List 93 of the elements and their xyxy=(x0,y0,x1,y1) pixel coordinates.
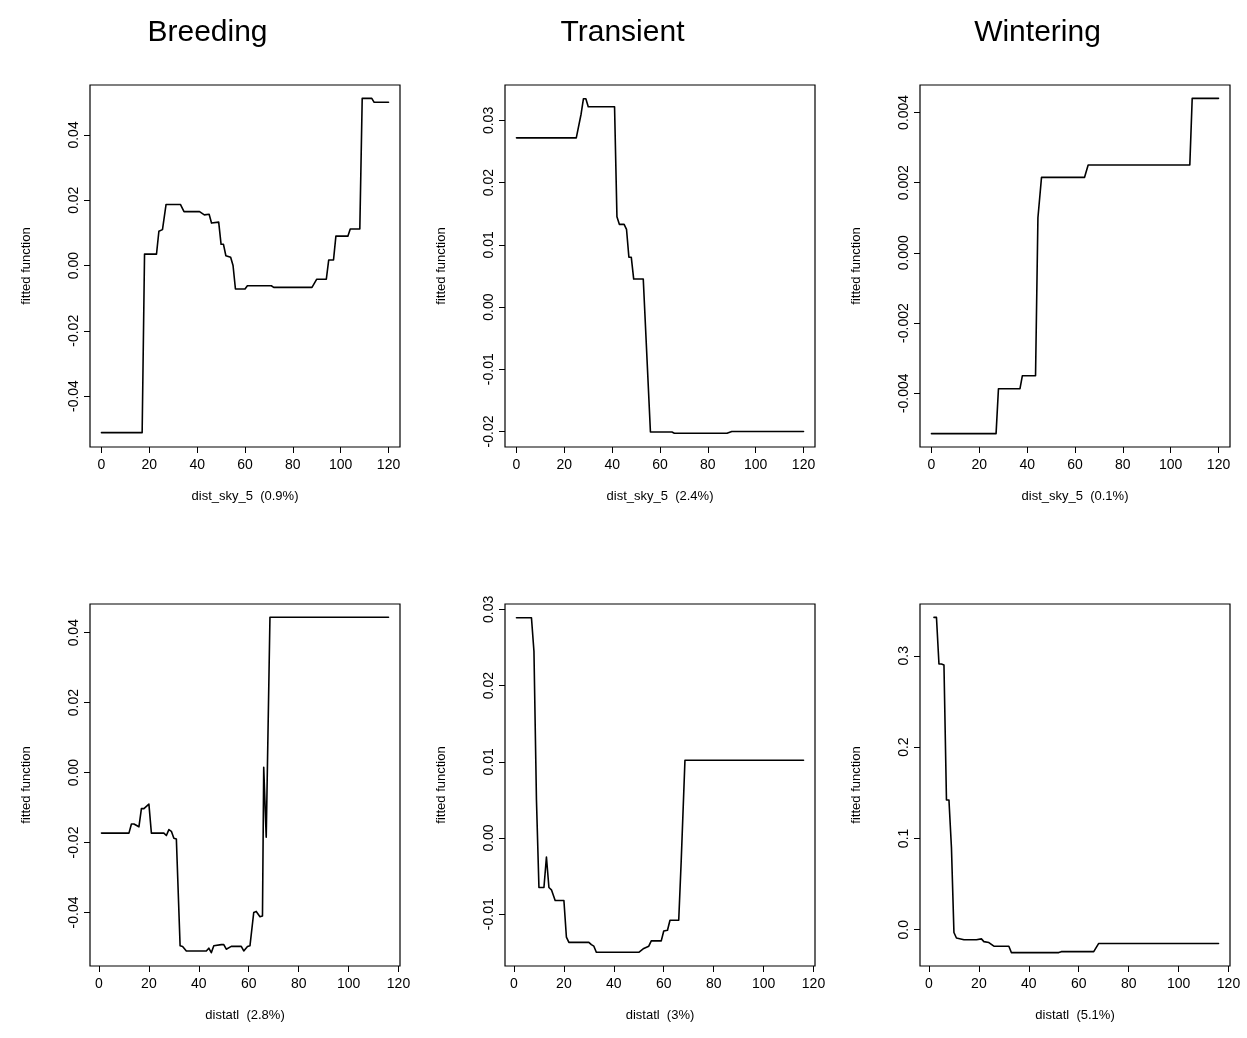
y-tick-label: 0.00 xyxy=(480,293,496,321)
x-axis-title: distatl (3%) xyxy=(625,1007,695,1022)
x-tick-label: 40 xyxy=(191,975,207,991)
y-tick-label: 0.02 xyxy=(65,186,81,214)
x-tick-label: 60 xyxy=(240,975,257,991)
x-tick-label: 60 xyxy=(655,975,672,991)
x-tick-label: 0 xyxy=(95,975,104,991)
x-tick-label: 0 xyxy=(925,975,934,991)
x-tick-label: 20 xyxy=(971,456,988,472)
x-tick-label: 0 xyxy=(927,456,936,472)
line-series xyxy=(100,616,390,954)
y-tick-label: 0.01 xyxy=(480,231,496,259)
y-tick-label: -0.02 xyxy=(480,415,496,448)
x-tick-label: 0 xyxy=(510,975,519,991)
x-tick-label: 100 xyxy=(336,975,361,991)
y-axis-title: fitted function xyxy=(433,746,448,824)
y-tick-label: -0.04 xyxy=(65,896,81,929)
x-tick-label: 100 xyxy=(1159,456,1183,472)
x-tick-label: 40 xyxy=(1021,975,1037,991)
line-series xyxy=(930,97,1220,435)
x-tick-label: 120 xyxy=(376,456,401,472)
y-tick-label: -0.02 xyxy=(65,314,81,347)
x-tick-label: 100 xyxy=(329,456,353,472)
y-tick-label: 0.04 xyxy=(65,121,81,149)
x-tick-label: 100 xyxy=(744,456,768,472)
y-tick-label: -0.004 xyxy=(895,373,911,414)
line-series xyxy=(515,616,805,954)
y-tick-label: 0.00 xyxy=(480,824,496,852)
x-tick-label: 0 xyxy=(512,456,521,472)
x-tick-label: 0 xyxy=(97,456,106,472)
y-axis-title: fitted function xyxy=(433,227,448,305)
chart-title: Transient xyxy=(560,13,686,47)
x-tick-label: 100 xyxy=(751,975,776,991)
x-tick-label: 40 xyxy=(189,456,206,472)
x-tick-label: 60 xyxy=(1067,456,1083,472)
x-tick-label: 100 xyxy=(1166,975,1191,991)
y-tick-label: 0.03 xyxy=(480,595,496,623)
x-tick-label: 20 xyxy=(141,456,158,472)
x-tick-label: 80 xyxy=(285,456,301,472)
y-tick-label: 0.00 xyxy=(65,251,81,280)
y-tick-label: 0.002 xyxy=(895,164,911,201)
y-tick-label: 0.000 xyxy=(895,235,911,271)
y-tick-label: 0.02 xyxy=(480,168,496,197)
y-tick-label: 0.0 xyxy=(895,919,911,940)
y-tick-label: 0.02 xyxy=(65,688,81,717)
chart-title: Breeding xyxy=(147,13,268,47)
x-tick-label: 20 xyxy=(556,456,573,472)
y-axis-title: fitted function xyxy=(18,746,33,824)
x-tick-label: 120 xyxy=(1206,456,1231,472)
x-axis-title: dist_sky_5 (0.9%) xyxy=(191,488,299,503)
x-tick-label: 60 xyxy=(237,456,253,472)
y-tick-label: 0.3 xyxy=(895,645,911,666)
y-tick-label: 0.01 xyxy=(480,747,496,776)
x-tick-label: 20 xyxy=(971,975,987,991)
y-tick-label: -0.01 xyxy=(480,898,496,931)
x-tick-label: 80 xyxy=(290,975,307,991)
chart-title: Wintering xyxy=(974,13,1101,47)
line-series xyxy=(515,97,805,435)
line-series xyxy=(100,97,390,434)
x-tick-label: 20 xyxy=(556,975,572,991)
x-tick-label: 120 xyxy=(1216,975,1241,991)
y-tick-label: -0.02 xyxy=(65,826,81,859)
x-axis-title: distatl (5.1%) xyxy=(1035,1007,1115,1022)
y-tick-label: 0.2 xyxy=(895,737,911,757)
x-tick-label: 20 xyxy=(141,975,157,991)
x-tick-label: 40 xyxy=(1019,456,1036,472)
y-axis-title: fitted function xyxy=(18,227,33,305)
x-axis-title: dist_sky_5 (2.4%) xyxy=(606,488,714,503)
y-tick-label: -0.04 xyxy=(65,379,81,413)
x-tick-label: 40 xyxy=(604,456,621,472)
x-tick-label: 80 xyxy=(700,456,716,472)
y-tick-label: 0.03 xyxy=(480,106,496,135)
y-tick-label: -0.01 xyxy=(480,353,496,386)
x-tick-label: 80 xyxy=(705,975,722,991)
y-axis-title: fitted function xyxy=(848,746,863,824)
x-tick-label: 60 xyxy=(652,456,668,472)
x-tick-label: 80 xyxy=(1120,975,1137,991)
y-tick-label: 0.02 xyxy=(480,671,496,700)
y-tick-label: 0.1 xyxy=(895,828,911,849)
x-tick-label: 60 xyxy=(1070,975,1087,991)
y-axis-title: fitted function xyxy=(848,227,863,305)
y-tick-label: 0.004 xyxy=(895,94,911,130)
y-tick-label: -0.002 xyxy=(895,303,911,343)
x-tick-label: 120 xyxy=(801,975,826,991)
x-axis-title: dist_sky_5 (0.1%) xyxy=(1021,488,1129,503)
line-series xyxy=(933,616,1220,954)
x-tick-label: 40 xyxy=(606,975,622,991)
x-tick-label: 80 xyxy=(1115,456,1131,472)
x-tick-label: 120 xyxy=(791,456,816,472)
y-tick-label: 0.00 xyxy=(65,758,81,787)
x-axis-title: distatl (2.8%) xyxy=(205,1007,285,1022)
y-tick-label: 0.04 xyxy=(65,618,81,647)
x-tick-label: 120 xyxy=(386,975,411,991)
